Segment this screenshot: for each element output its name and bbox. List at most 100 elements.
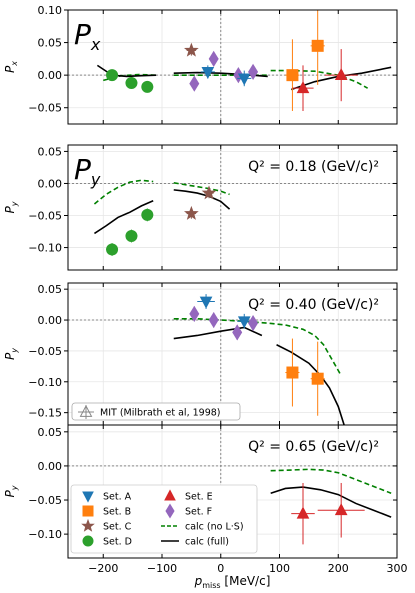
y-axis-label: Py <box>3 201 19 213</box>
panel-py1: −0.10 −0.05 0.00 0.05 Py Py Q² = 0.18 (GeV/c)² <box>3 144 398 271</box>
legend-marker-icon <box>81 518 95 532</box>
data-point-set-b <box>310 10 325 85</box>
marker-square <box>286 69 299 82</box>
y-tick-label: −0.05 <box>28 210 62 223</box>
legend-entry-calc-nols: calc (no L·S) <box>161 522 244 533</box>
annotation-mit: MIT (Milbrath et al, 1998) <box>71 402 241 421</box>
plot-content <box>96 10 392 111</box>
marker-diamond <box>208 311 219 329</box>
curve-calc-no-ls <box>93 179 154 205</box>
y-tick-label: 0.00 <box>38 177 63 190</box>
y-axis-label: Py <box>3 348 19 360</box>
legend-marker-icon <box>82 491 94 503</box>
x-tick-label: −200 <box>88 562 118 575</box>
y-tick-label: 0.05 <box>38 145 63 158</box>
plot-content <box>270 468 392 545</box>
legend-marker-icon <box>82 505 94 517</box>
marker-triangle-up <box>334 503 348 516</box>
data-point-set-d <box>106 243 119 256</box>
marker-triangle-down <box>201 66 215 80</box>
y-tick-label: 0.00 <box>38 460 63 473</box>
data-point-set-a <box>197 294 215 309</box>
curve-calc-no-ls <box>270 468 392 494</box>
plot-content <box>173 294 345 425</box>
curve-calc-full <box>270 486 392 518</box>
curve-calc-no-ls <box>173 182 230 196</box>
y-axis-label: Px <box>3 61 19 73</box>
data-point-set-c <box>201 185 217 200</box>
data-point-set-f <box>189 305 200 322</box>
y-tick-label: −0.10 <box>28 528 62 541</box>
y-tick-label: −0.10 <box>28 376 62 389</box>
legend-box <box>70 484 258 554</box>
grid <box>68 283 398 425</box>
data-point-set-a <box>200 65 215 80</box>
annotation-text: MIT (Milbrath et al, 1998) <box>100 408 221 419</box>
y-axis-label: Py <box>3 485 19 497</box>
curve-calc-full <box>173 189 231 210</box>
data-point-set-e <box>324 49 358 102</box>
marker-square <box>311 372 324 385</box>
data-point-set-d <box>125 229 138 243</box>
data-point-set-b <box>285 39 300 111</box>
marker-diamond <box>248 63 259 80</box>
q2-label: Q² = 0.40 (GeV/c)² <box>248 297 379 313</box>
legend-label: calc (full) <box>185 537 229 548</box>
legend-marker-icon <box>165 503 175 519</box>
legend-marker-icon <box>82 535 94 547</box>
data-point-set-e <box>317 482 365 538</box>
data-point-set-d <box>141 80 154 93</box>
legend-entry-calc-full: calc (full) <box>161 537 229 548</box>
marker-circle <box>106 243 119 256</box>
legend-label: Set. A <box>103 492 132 503</box>
marker-diamond <box>189 75 200 92</box>
marker-triangle-up <box>296 506 310 519</box>
marker-triangle-up <box>296 81 310 94</box>
panel-py2: −0.15 −0.10 −0.05 0.00 0.05 Py Q² = 0.40 (GeV/… <box>3 282 398 426</box>
data-point-set-c <box>184 205 199 220</box>
legend-entry-a: Set. A <box>82 491 132 503</box>
y-tick-label: 0.10 <box>38 4 63 17</box>
data-point-set-d <box>125 76 138 89</box>
marker-triangle-down <box>199 296 213 309</box>
legend-label: Set. F <box>185 507 212 518</box>
y-tick-label: −0.15 <box>28 407 62 420</box>
x-tick-label: −100 <box>147 562 177 575</box>
data-point-set-e <box>291 482 315 545</box>
marker-diamond <box>232 324 243 341</box>
y-tick-label: 0.00 <box>38 314 63 327</box>
legend-label: calc (no L·S) <box>185 522 244 533</box>
panel-big-label: Px <box>74 18 101 54</box>
legend-label: Set. E <box>185 492 213 503</box>
data-point-set-c <box>184 42 199 57</box>
y-tick-label: −0.05 <box>28 345 62 358</box>
marker-star <box>201 185 217 200</box>
legend-marker-icon <box>164 489 176 501</box>
legend-label: Set. D <box>103 537 132 548</box>
marker-triangle-down <box>237 316 251 329</box>
legend-label: Set. B <box>103 507 131 518</box>
legend-entry-d: Set. D <box>82 535 132 548</box>
marker-star <box>184 42 199 57</box>
marker-triangle-down <box>237 73 251 86</box>
data-point-set-a <box>237 313 252 329</box>
data-point-set-e <box>292 65 314 111</box>
y-tick-label: −0.05 <box>28 494 62 507</box>
x-axis-label: pmiss [MeV/c] <box>194 574 271 590</box>
panel-px: −0.05 0.00 0.05 0.10 Px Px <box>3 4 398 125</box>
data-point-set-b <box>285 338 300 407</box>
curve-calc-full <box>173 326 263 340</box>
plot-area <box>68 145 397 270</box>
panel-big-label: Py <box>74 153 101 189</box>
plot-area <box>68 283 397 425</box>
annotation-box <box>71 402 241 421</box>
legend-entry-b: Set. B <box>82 505 131 518</box>
legend-label: Set. C <box>103 522 132 533</box>
marker-star <box>184 205 199 220</box>
plot-content <box>93 179 231 256</box>
data-point-set-f <box>189 75 200 92</box>
data-point-set-f <box>208 50 219 67</box>
data-point-set-f <box>248 315 259 332</box>
legend-entry-c: Set. C <box>81 518 132 533</box>
legend-entry-e: Set. E <box>164 489 213 503</box>
